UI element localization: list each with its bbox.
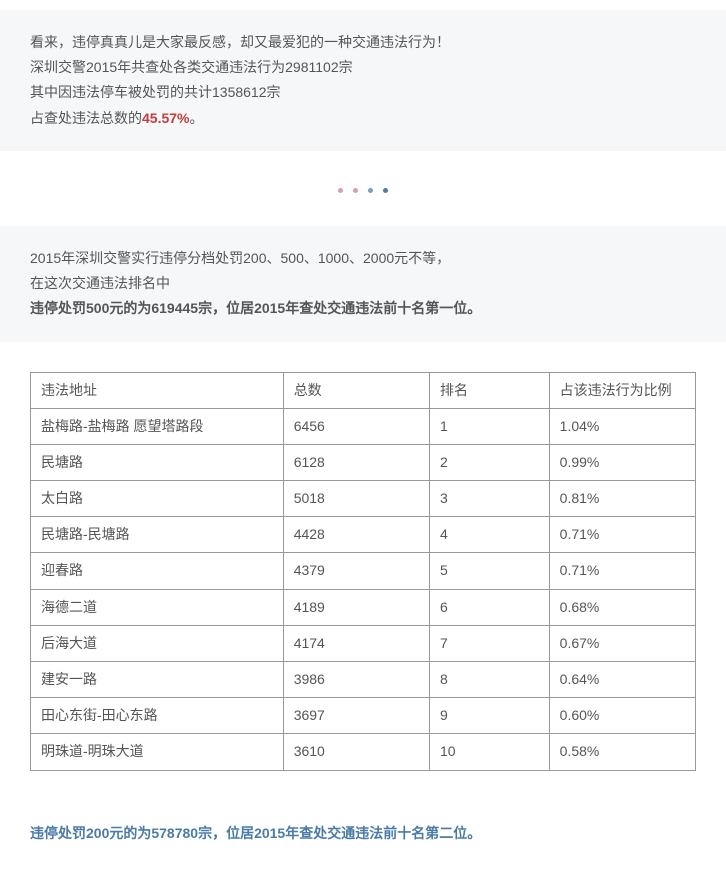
cell-total: 6128 bbox=[283, 444, 429, 480]
intro-line4-suffix: 。 bbox=[189, 110, 203, 126]
cell-ratio: 0.68% bbox=[549, 589, 695, 625]
cell-total: 4428 bbox=[283, 517, 429, 553]
table-row: 后海大道417470.67% bbox=[31, 625, 696, 661]
table-container: 违法地址 总数 排名 占该违法行为比例 盐梅路-盐梅路 愿望塔路段645611.… bbox=[0, 352, 726, 791]
cell-address: 海德二道 bbox=[31, 589, 284, 625]
table-body: 盐梅路-盐梅路 愿望塔路段645611.04%民塘路612820.99%太白路5… bbox=[31, 408, 696, 770]
bottom-section: 违停处罚200元的为578780宗，位居2015年查处交通违法前十名第二位。 bbox=[0, 791, 726, 896]
cell-address: 田心东街-田心东路 bbox=[31, 698, 284, 734]
cell-address: 民塘路-民塘路 bbox=[31, 517, 284, 553]
cell-ratio: 0.99% bbox=[549, 444, 695, 480]
table-header-row: 违法地址 总数 排名 占该违法行为比例 bbox=[31, 372, 696, 408]
table-row: 盐梅路-盐梅路 愿望塔路段645611.04% bbox=[31, 408, 696, 444]
intro-section: 看来，违停真真儿是大家最反感，却又最爱犯的一种交通违法行为！ 深圳交警2015年… bbox=[0, 10, 726, 151]
dot-4 bbox=[383, 188, 388, 193]
cell-ratio: 0.64% bbox=[549, 662, 695, 698]
cell-ratio: 1.04% bbox=[549, 408, 695, 444]
cell-total: 6456 bbox=[283, 408, 429, 444]
table-row: 太白路501830.81% bbox=[31, 481, 696, 517]
cell-rank: 9 bbox=[429, 698, 549, 734]
cell-ratio: 0.67% bbox=[549, 625, 695, 661]
cell-ratio: 0.60% bbox=[549, 698, 695, 734]
cell-rank: 3 bbox=[429, 481, 549, 517]
intro-line2: 深圳交警2015年共查处各类交通违法行为2981102宗 bbox=[30, 55, 696, 80]
cell-total: 4189 bbox=[283, 589, 429, 625]
header-address: 违法地址 bbox=[31, 372, 284, 408]
intro-line4: 占查处违法总数的45.57%。 bbox=[30, 106, 696, 131]
intro-line3: 其中因违法停车被处罚的共计1358612宗 bbox=[30, 80, 696, 105]
section2-line1: 2015年深圳交警实行违停分档处罚200、500、1000、2000元不等， bbox=[30, 246, 696, 271]
cell-address: 民塘路 bbox=[31, 444, 284, 480]
violation-table: 违法地址 总数 排名 占该违法行为比例 盐梅路-盐梅路 愿望塔路段645611.… bbox=[30, 372, 696, 771]
cell-address: 建安一路 bbox=[31, 662, 284, 698]
table-row: 迎春路437950.71% bbox=[31, 553, 696, 589]
table-row: 田心东街-田心东路369790.60% bbox=[31, 698, 696, 734]
table-row: 海德二道418960.68% bbox=[31, 589, 696, 625]
cell-total: 5018 bbox=[283, 481, 429, 517]
cell-address: 明珠道-明珠大道 bbox=[31, 734, 284, 770]
intro-line4-highlight: 45.57% bbox=[142, 110, 189, 126]
dot-3 bbox=[368, 188, 373, 193]
section2-line2: 在这次交通违法排名中 bbox=[30, 271, 696, 296]
cell-rank: 8 bbox=[429, 662, 549, 698]
cell-rank: 10 bbox=[429, 734, 549, 770]
intro-line4-prefix: 占查处违法总数的 bbox=[30, 110, 142, 126]
dot-2 bbox=[353, 188, 358, 193]
bottom-statement: 违停处罚200元的为578780宗，位居2015年查处交通违法前十名第二位。 bbox=[30, 821, 696, 846]
cell-total: 3697 bbox=[283, 698, 429, 734]
header-rank: 排名 bbox=[429, 372, 549, 408]
table-row: 民塘路612820.99% bbox=[31, 444, 696, 480]
dot-1 bbox=[338, 188, 343, 193]
cell-rank: 2 bbox=[429, 444, 549, 480]
cell-ratio: 0.71% bbox=[549, 553, 695, 589]
cell-total: 3986 bbox=[283, 662, 429, 698]
cell-rank: 5 bbox=[429, 553, 549, 589]
cell-rank: 4 bbox=[429, 517, 549, 553]
cell-address: 后海大道 bbox=[31, 625, 284, 661]
cell-total: 3610 bbox=[283, 734, 429, 770]
cell-rank: 1 bbox=[429, 408, 549, 444]
section2-highlight: 违停处罚500元的为619445宗，位居2015年查处交通违法前十名第一位。 bbox=[30, 296, 696, 321]
cell-ratio: 0.58% bbox=[549, 734, 695, 770]
table-row: 明珠道-明珠大道3610100.58% bbox=[31, 734, 696, 770]
header-total: 总数 bbox=[283, 372, 429, 408]
table-row: 建安一路398680.64% bbox=[31, 662, 696, 698]
cell-address: 太白路 bbox=[31, 481, 284, 517]
cell-ratio: 0.81% bbox=[549, 481, 695, 517]
divider-dots bbox=[0, 161, 726, 216]
cell-rank: 7 bbox=[429, 625, 549, 661]
cell-total: 4174 bbox=[283, 625, 429, 661]
cell-address: 迎春路 bbox=[31, 553, 284, 589]
cell-total: 4379 bbox=[283, 553, 429, 589]
intro-line1: 看来，违停真真儿是大家最反感，却又最爱犯的一种交通违法行为！ bbox=[30, 30, 696, 55]
cell-address: 盐梅路-盐梅路 愿望塔路段 bbox=[31, 408, 284, 444]
section2: 2015年深圳交警实行违停分档处罚200、500、1000、2000元不等， 在… bbox=[0, 226, 726, 342]
cell-rank: 6 bbox=[429, 589, 549, 625]
cell-ratio: 0.71% bbox=[549, 517, 695, 553]
table-row: 民塘路-民塘路442840.71% bbox=[31, 517, 696, 553]
main-container: 看来，违停真真儿是大家最反感，却又最爱犯的一种交通违法行为！ 深圳交警2015年… bbox=[0, 10, 726, 896]
header-ratio: 占该违法行为比例 bbox=[549, 372, 695, 408]
